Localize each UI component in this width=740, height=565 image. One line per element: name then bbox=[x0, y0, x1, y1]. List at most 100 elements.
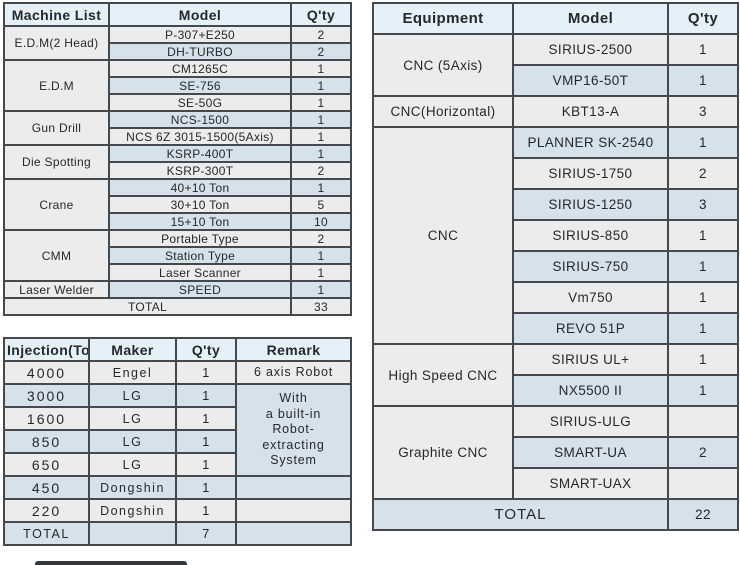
cell-qty: 1 bbox=[290, 110, 352, 129]
cell-qty: 1 bbox=[290, 263, 352, 282]
cell-qty: 1 bbox=[667, 250, 739, 283]
cell-model: Portable Type bbox=[108, 229, 292, 248]
table-row: SIRIUS-850 1 bbox=[373, 219, 739, 252]
table-row: Station Type 1 bbox=[4, 246, 352, 265]
cell-maker: LG bbox=[88, 452, 177, 477]
group-label-cell: Die Spotting bbox=[3, 144, 110, 180]
cell-qty: 1 bbox=[175, 383, 237, 408]
cell-qty: 1 bbox=[290, 280, 352, 299]
cell-model: VMP16-50T bbox=[512, 64, 669, 97]
cell-ton: 4000 bbox=[3, 360, 90, 385]
cell-model: SE-50G bbox=[108, 93, 292, 112]
cell-model: 40+10 Ton bbox=[108, 178, 292, 197]
table-row: SIRIUS-750 1 bbox=[373, 250, 739, 283]
cell-qty: 2 bbox=[290, 161, 352, 180]
cell-qty: 1 bbox=[667, 281, 739, 314]
cell-model: 15+10 Ton bbox=[108, 212, 292, 231]
cell-qty: 1 bbox=[290, 178, 352, 197]
table-row: 30+10 Ton 5 bbox=[4, 195, 352, 214]
table-row: NX5500 II 1 bbox=[373, 374, 739, 407]
column-header-model: Model bbox=[108, 2, 292, 27]
cell-qty: 2 bbox=[290, 42, 352, 61]
table-row: Crane 40+10 Ton 1 bbox=[3, 178, 352, 231]
table-row: CNC(Horizontal) KBT13-A 3 bbox=[372, 95, 739, 128]
total-row: TOTAL 22 bbox=[372, 498, 739, 531]
total-qty: 33 bbox=[290, 297, 352, 316]
cell-model: SIRIUS-1750 bbox=[512, 157, 669, 190]
total-qty: 7 bbox=[175, 521, 237, 546]
cell-maker: Dongshin bbox=[88, 498, 177, 523]
cell-model: DH-TURBO bbox=[108, 42, 292, 61]
header-row: Equipment Model Q'ty bbox=[372, 2, 739, 35]
cell-model: REVO 51P bbox=[512, 312, 669, 345]
cell-ton: 450 bbox=[3, 475, 90, 500]
total-label: TOTAL bbox=[3, 521, 90, 546]
cell-model: CM1265C bbox=[108, 59, 292, 78]
table-row: SMART-UAX bbox=[373, 467, 739, 500]
merged-remark-cell: With a built-in Robot- extracting System bbox=[235, 383, 352, 477]
table-row: Laser Welder SPEED 1 bbox=[3, 280, 352, 299]
group-label-cell: CMM bbox=[3, 229, 110, 282]
cutoff-dark-element bbox=[35, 561, 187, 565]
cell-model: SPEED bbox=[108, 280, 292, 299]
machine-list-table: Machine List Model Q'ty E.D.M(2 Head) P-… bbox=[3, 2, 352, 316]
column-header-remark: Remark bbox=[235, 337, 352, 362]
cell-remark bbox=[235, 475, 352, 500]
cell-ton: 220 bbox=[3, 498, 90, 523]
total-label: TOTAL bbox=[3, 297, 292, 316]
cell-model: KSRP-300T bbox=[108, 161, 292, 180]
table-row: 1600 LG 1 bbox=[3, 406, 351, 431]
cell-qty: 2 bbox=[290, 25, 352, 44]
table-row: Gun Drill NCS-1500 1 bbox=[3, 110, 352, 146]
table-row: Die Spotting KSRP-400T 1 bbox=[3, 144, 352, 180]
total-label: TOTAL bbox=[372, 498, 669, 531]
column-header-qty: Q'ty bbox=[667, 2, 739, 35]
cell-model: SMART-UA bbox=[512, 436, 669, 469]
table-row: SMART-UA 2 bbox=[373, 436, 739, 469]
cell-ton: 1600 bbox=[3, 406, 90, 431]
cell-model: SIRIUS UL+ bbox=[512, 343, 669, 376]
cell-qty: 1 bbox=[290, 144, 352, 163]
cell-model: NCS-1500 bbox=[108, 110, 292, 129]
cell-model: NCS 6Z 3015-1500(5Axis) bbox=[108, 127, 292, 146]
group-label-cell: High Speed CNC bbox=[372, 343, 514, 407]
column-header-equipment: Equipment bbox=[372, 2, 514, 35]
cell-model: P-307+E250 bbox=[108, 25, 292, 44]
cell-model: SIRIUS-1250 bbox=[512, 188, 669, 221]
cell-remark bbox=[235, 498, 352, 523]
cell-qty: 3 bbox=[667, 188, 739, 221]
total-row: TOTAL 33 bbox=[3, 297, 352, 316]
cell-qty: 1 bbox=[290, 76, 352, 95]
table-row: 850 LG 1 bbox=[3, 429, 351, 454]
cell-qty bbox=[667, 405, 739, 438]
cell-model: 30+10 Ton bbox=[108, 195, 292, 214]
cell-qty: 3 bbox=[667, 95, 739, 128]
cell-model: Laser Scanner bbox=[108, 263, 292, 282]
cell-maker: LG bbox=[88, 406, 177, 431]
table-row: 4000 Engel 1 6 axis Robot bbox=[3, 360, 352, 385]
total-maker-cell bbox=[88, 521, 177, 546]
table-row: VMP16-50T 1 bbox=[373, 64, 739, 97]
cell-qty: 5 bbox=[290, 195, 352, 214]
cell-model: KSRP-400T bbox=[108, 144, 292, 163]
table-row: E.D.M CM1265C 1 bbox=[3, 59, 352, 112]
cell-qty: 2 bbox=[290, 229, 352, 248]
cell-model: SIRIUS-ULG bbox=[512, 405, 669, 438]
group-label-cell: Graphite CNC bbox=[372, 405, 514, 500]
cell-maker: LG bbox=[88, 383, 177, 408]
table-row: CNC PLANNER SK-2540 1 bbox=[372, 126, 739, 345]
cell-qty: 1 bbox=[667, 374, 739, 407]
table-row: SE-756 1 bbox=[4, 76, 352, 95]
cell-qty: 10 bbox=[290, 212, 352, 231]
cell-model: PLANNER SK-2540 bbox=[512, 126, 669, 159]
cell-model: SIRIUS-850 bbox=[512, 219, 669, 252]
total-row: TOTAL 7 bbox=[3, 521, 352, 546]
table-row: SE-50G 1 bbox=[4, 93, 352, 112]
header-row: Injection(Ton) Maker Q'ty Remark bbox=[3, 337, 352, 362]
table-row: Graphite CNC SIRIUS-ULG bbox=[372, 405, 739, 500]
cell-qty: 1 bbox=[175, 406, 237, 431]
table-row: NCS 6Z 3015-1500(5Axis) 1 bbox=[4, 127, 352, 146]
cell-qty: 1 bbox=[175, 429, 237, 454]
cell-model: SMART-UAX bbox=[512, 467, 669, 500]
